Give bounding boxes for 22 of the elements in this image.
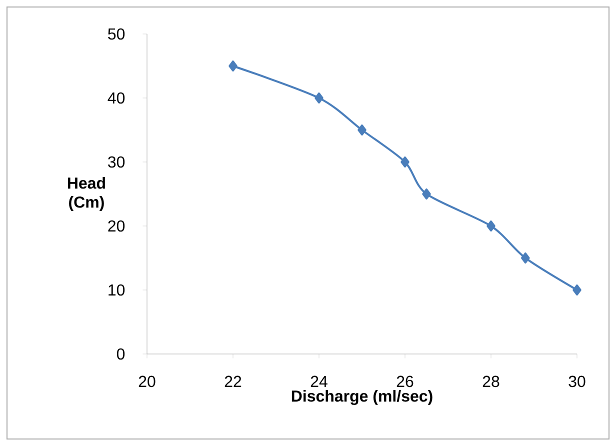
x-axis-title: Discharge (ml/sec) (292, 390, 432, 405)
x-tick-label: 20 (138, 376, 156, 388)
y-axis-title: Head (Cm) (68, 177, 105, 211)
y-tick-label: 0 (116, 348, 125, 360)
point (358, 124, 366, 136)
point (422, 188, 431, 200)
y-tick-label: 50 (108, 28, 125, 40)
point (486, 220, 496, 232)
x-tick-label: 30 (568, 376, 586, 388)
x-tick-label: 24 (310, 376, 328, 387)
y-tick-label: 40 (108, 92, 125, 104)
y-tick-label: 20 (108, 220, 125, 232)
point (314, 92, 324, 104)
point (572, 284, 582, 296)
y-tick-label: 30 (108, 156, 125, 168)
x-tick-label: 26 (396, 376, 414, 388)
x-tick-label: 28 (482, 376, 500, 388)
y-tick-label: 10 (108, 284, 125, 296)
point (400, 156, 410, 168)
x-tick-label: 22 (224, 376, 242, 387)
point (228, 60, 238, 72)
point (521, 252, 530, 264)
